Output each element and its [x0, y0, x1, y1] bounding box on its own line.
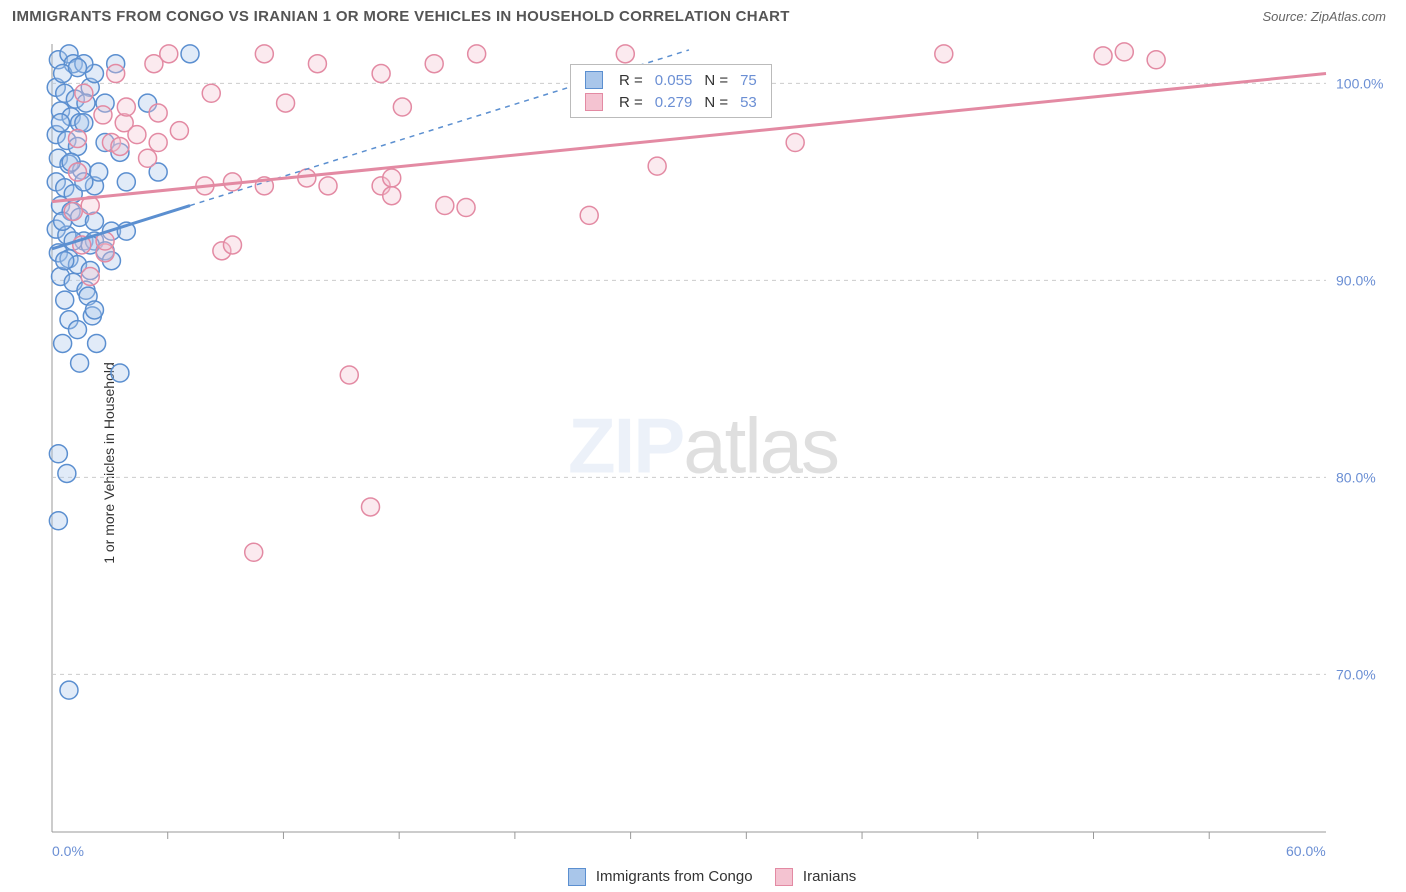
r-value-congo: 0.055: [649, 69, 699, 91]
r-label: R =: [613, 69, 649, 91]
n-label: N =: [698, 69, 734, 91]
svg-text:100.0%: 100.0%: [1336, 75, 1383, 91]
n-value-congo: 75: [734, 69, 763, 91]
series-label-congo: Immigrants from Congo: [596, 868, 753, 885]
legend-row-iranian: R = 0.279 N = 53: [579, 91, 763, 113]
svg-text:90.0%: 90.0%: [1336, 272, 1376, 288]
header-row: IMMIGRANTS FROM CONGO VS IRANIAN 1 OR MO…: [0, 0, 1406, 31]
series-label-iranian: Iranians: [803, 868, 856, 885]
n-label: N =: [698, 91, 734, 113]
correlation-legend: R = 0.055 N = 75 R = 0.279 N = 53: [570, 64, 772, 118]
correlation-table: R = 0.055 N = 75 R = 0.279 N = 53: [579, 69, 763, 113]
chart-area: 1 or more Vehicles in Household 70.0%80.…: [0, 34, 1406, 892]
chart-container: IMMIGRANTS FROM CONGO VS IRANIAN 1 OR MO…: [0, 0, 1406, 892]
source-label: Source: ZipAtlas.com: [1262, 9, 1386, 24]
svg-text:70.0%: 70.0%: [1336, 666, 1376, 682]
chart-svg: 70.0% 80.0% 90.0% 100.0% 0.0% 60.0%: [0, 34, 1406, 892]
svg-text:0.0%: 0.0%: [52, 843, 84, 859]
swatch-congo: [585, 71, 603, 89]
chart-title: IMMIGRANTS FROM CONGO VS IRANIAN 1 OR MO…: [12, 8, 790, 25]
legend-row-congo: R = 0.055 N = 75: [579, 69, 763, 91]
swatch-iranian: [585, 93, 603, 111]
svg-text:80.0%: 80.0%: [1336, 469, 1376, 485]
swatch-congo: [568, 868, 586, 886]
series-legend: Immigrants from Congo Iranians: [0, 868, 1406, 886]
r-label: R =: [613, 91, 649, 113]
swatch-iranian: [775, 868, 793, 886]
n-value-iranian: 53: [734, 91, 763, 113]
svg-text:60.0%: 60.0%: [1286, 843, 1326, 859]
r-value-iranian: 0.279: [649, 91, 699, 113]
